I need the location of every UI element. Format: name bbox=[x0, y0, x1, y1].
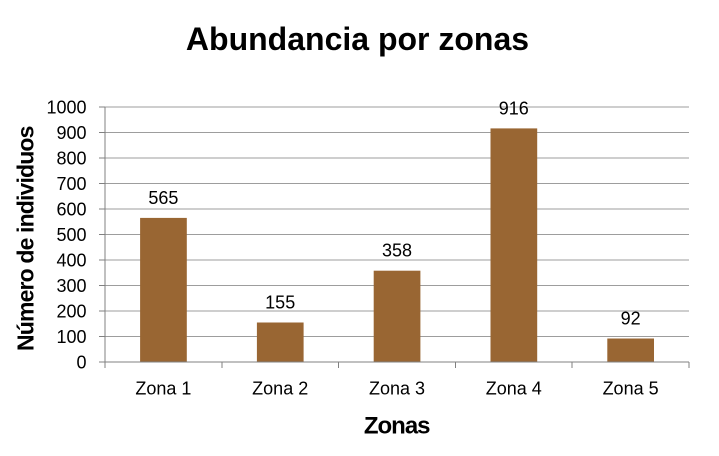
svg-text:1000: 1000 bbox=[46, 98, 86, 118]
svg-text:800: 800 bbox=[56, 149, 86, 169]
svg-text:0: 0 bbox=[76, 353, 86, 373]
svg-text:916: 916 bbox=[499, 98, 529, 118]
svg-text:Número de individuos: Número de individuos bbox=[13, 126, 39, 351]
svg-text:Zona 2: Zona 2 bbox=[252, 378, 308, 398]
svg-text:Zonas: Zonas bbox=[364, 412, 430, 439]
svg-text:Abundancia por zonas: Abundancia por zonas bbox=[186, 21, 529, 57]
svg-text:400: 400 bbox=[56, 251, 86, 271]
svg-text:200: 200 bbox=[56, 302, 86, 322]
svg-text:300: 300 bbox=[56, 276, 86, 296]
svg-text:565: 565 bbox=[148, 188, 178, 208]
svg-text:155: 155 bbox=[265, 293, 295, 313]
svg-text:900: 900 bbox=[56, 123, 86, 143]
svg-text:500: 500 bbox=[56, 225, 86, 245]
svg-text:700: 700 bbox=[56, 174, 86, 194]
svg-text:Zona 5: Zona 5 bbox=[603, 378, 659, 398]
svg-text:358: 358 bbox=[382, 241, 412, 261]
svg-text:100: 100 bbox=[56, 327, 86, 347]
svg-text:Zona 1: Zona 1 bbox=[135, 378, 191, 398]
svg-text:92: 92 bbox=[621, 309, 641, 329]
svg-text:Zona 3: Zona 3 bbox=[369, 378, 425, 398]
svg-text:600: 600 bbox=[56, 200, 86, 220]
svg-text:Zona 4: Zona 4 bbox=[486, 378, 542, 398]
